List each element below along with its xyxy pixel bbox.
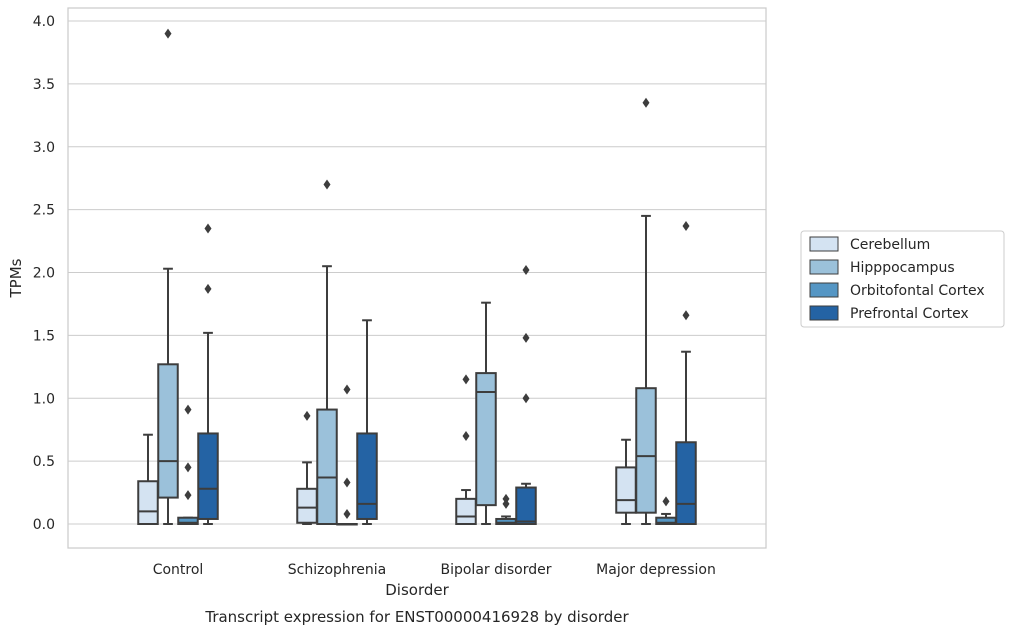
box-iqr [197, 432, 219, 520]
box [157, 28, 179, 525]
box-series [137, 28, 697, 526]
legend-label: Cerebellum [850, 237, 930, 253]
box-iqr [316, 408, 338, 526]
box-iqr [356, 432, 378, 520]
chart-caption: Transcript expression for ENST0000041692… [204, 608, 629, 626]
box-iqr [455, 497, 477, 526]
y-tick-label: 2.5 [33, 203, 55, 219]
outlier-point [522, 393, 530, 404]
box [635, 97, 657, 525]
y-tick-labels: 0.0 0.5 1.0 1.5 2.0 2.5 3.0 3.5 4.0 [33, 14, 55, 533]
outlier-point [184, 462, 192, 473]
legend: Cerebellum Hipppocampus Orbitofontal Corte… [800, 230, 1005, 328]
series-hipppocampus [157, 28, 657, 526]
outlier-point [682, 310, 690, 321]
outlier-point [502, 493, 510, 504]
box [336, 384, 358, 526]
outlier-point [343, 508, 351, 519]
outlier-point [682, 220, 690, 231]
legend-label: Hipppocampus [850, 260, 955, 276]
box-iqr [635, 387, 657, 514]
box-iqr [475, 372, 497, 507]
box [197, 223, 219, 525]
outlier-point [522, 264, 530, 275]
y-tick-label: 0.5 [33, 454, 55, 470]
legend-swatch [809, 282, 839, 298]
y-axis-label: TPMs [7, 258, 25, 298]
x-tick-label: Bipolar disorder [440, 562, 551, 578]
legend-frame [800, 230, 1005, 328]
outlier-point [184, 490, 192, 501]
box-iqr [615, 466, 637, 514]
box-iqr [515, 486, 537, 525]
y-tick-label: 0.0 [33, 517, 55, 533]
legend-swatch [809, 305, 839, 321]
box [515, 264, 537, 525]
x-tick-label: Control [153, 562, 204, 578]
outlier-point [204, 223, 212, 234]
x-axis-label: Disorder [385, 581, 449, 599]
series-cerebellum [137, 374, 637, 526]
y-tick-label: 1.5 [33, 328, 55, 344]
outlier-point [204, 283, 212, 294]
outlier-point [164, 28, 172, 39]
outlier-point [662, 496, 670, 507]
legend-label: Orbitofontal Cortex [850, 283, 985, 299]
box [137, 433, 159, 525]
outlier-point [343, 477, 351, 488]
series-orbitofontal-cortex [177, 384, 677, 526]
y-tick-label: 2.0 [33, 266, 55, 282]
outlier-point [642, 97, 650, 108]
series-prefrontal-cortex [197, 220, 697, 526]
outlier-point [323, 179, 331, 190]
outlier-point [184, 404, 192, 415]
box [675, 220, 697, 526]
box [495, 493, 517, 525]
box-iqr [177, 516, 199, 526]
box [177, 404, 199, 526]
box-iqr [157, 363, 179, 499]
box-iqr [137, 480, 159, 525]
y-tick-label: 4.0 [33, 14, 55, 30]
y-tick-label: 1.0 [33, 391, 55, 407]
y-tick-label: 3.0 [33, 140, 55, 156]
x-tick-label: Schizophrenia [288, 562, 386, 578]
box [296, 410, 318, 525]
outlier-point [462, 374, 470, 385]
box-iqr [675, 441, 697, 526]
plot-frame [67, 7, 767, 549]
outlier-point [303, 410, 311, 421]
box-iqr [296, 487, 318, 524]
outlier-point [522, 332, 530, 343]
outlier-point [462, 430, 470, 441]
x-tick-label: Major depression [596, 562, 716, 578]
legend-swatch [809, 259, 839, 275]
box [455, 374, 477, 526]
x-tick-labels: Control Schizophrenia Bipolar disorder Majo… [153, 562, 716, 578]
legend-label: Prefrontal Cortex [850, 306, 969, 322]
outlier-point [343, 384, 351, 395]
box [356, 319, 378, 525]
y-tick-label: 3.5 [33, 77, 55, 93]
box [316, 179, 338, 526]
outlier-point [502, 498, 510, 509]
legend-swatch [809, 236, 839, 252]
box [475, 301, 497, 525]
